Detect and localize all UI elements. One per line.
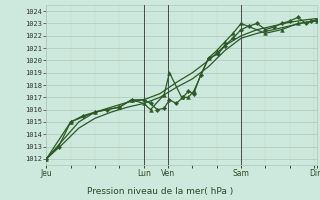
Text: Pression niveau de la mer( hPa ): Pression niveau de la mer( hPa ) — [87, 187, 233, 196]
